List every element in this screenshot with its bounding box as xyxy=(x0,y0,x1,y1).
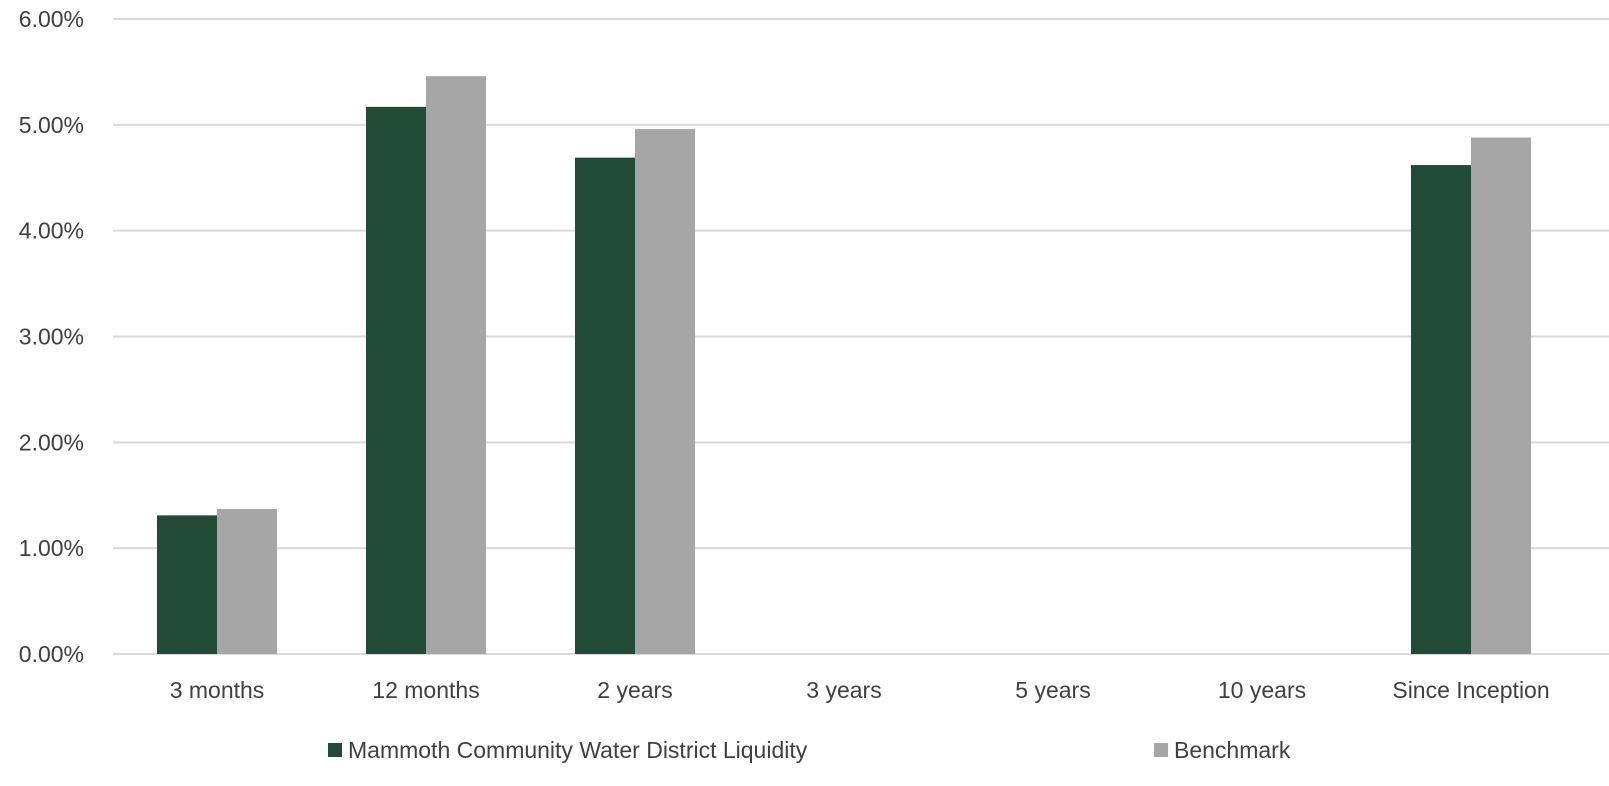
legend-label: Benchmark xyxy=(1174,737,1291,763)
y-tick-label: 1.00% xyxy=(19,535,84,561)
bars xyxy=(157,76,1531,655)
legend: Mammoth Community Water District Liquidi… xyxy=(328,737,1291,763)
y-gridlines xyxy=(113,18,1609,655)
bar-benchmark xyxy=(217,509,277,654)
y-tick-label: 2.00% xyxy=(19,429,84,455)
x-tick-label: Since Inception xyxy=(1392,677,1549,703)
x-tick-label: 10 years xyxy=(1218,677,1306,703)
bar-benchmark xyxy=(635,129,695,655)
x-axis: 3 months 12 months 2 years 3 years 5 years 10… xyxy=(170,677,1550,703)
bar-benchmark xyxy=(426,76,486,654)
legend-swatch xyxy=(328,743,342,757)
y-tick-label: 3.00% xyxy=(19,324,84,350)
x-tick-label: 2 years xyxy=(597,677,672,703)
bar-benchmark xyxy=(1471,137,1531,655)
y-tick-label: 4.00% xyxy=(19,218,84,244)
x-tick-label: 12 months xyxy=(372,677,479,703)
y-axis: 0.00% 1.00% 2.00% 3.00% 4.00% 5.00% 6.00% xyxy=(19,6,84,667)
bar-fund xyxy=(575,157,635,654)
bar-fund xyxy=(366,106,426,654)
y-tick-label: 0.00% xyxy=(19,641,84,667)
y-tick-label: 5.00% xyxy=(19,112,84,138)
x-tick-label: 3 years xyxy=(806,677,881,703)
legend-swatch xyxy=(1154,743,1168,757)
bar-fund xyxy=(157,515,217,654)
legend-label: Mammoth Community Water District Liquidi… xyxy=(348,737,808,763)
x-tick-label: 5 years xyxy=(1015,677,1090,703)
y-tick-label: 6.00% xyxy=(19,6,84,32)
x-tick-label: 3 months xyxy=(170,677,265,703)
bar-fund xyxy=(1411,165,1471,655)
